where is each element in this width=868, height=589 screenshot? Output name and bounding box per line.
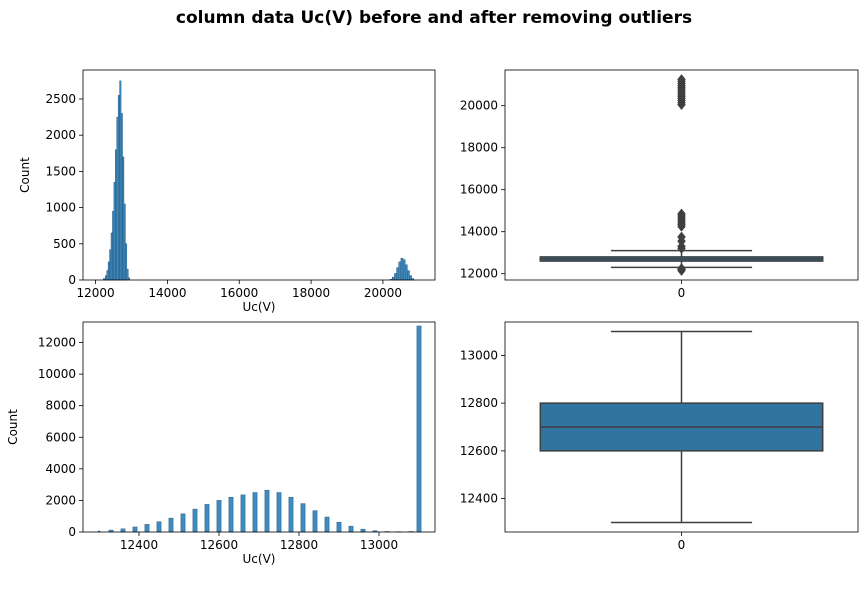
y-tick-label: 1500	[45, 164, 76, 178]
y-tick-label: 2000	[45, 493, 76, 507]
axes-frame	[83, 70, 435, 280]
y-tick-label: 12000	[460, 267, 498, 281]
y-tick-label: 20000	[460, 99, 498, 113]
y-tick-label: 16000	[460, 183, 498, 197]
histogram-bar	[241, 495, 245, 532]
figure-title: column data Uc(V) before and after remov…	[0, 8, 868, 28]
histogram-bar	[205, 504, 209, 532]
x-tick-label: 16000	[220, 286, 258, 300]
y-tick-label: 10000	[38, 367, 76, 381]
axes-frame	[83, 322, 435, 532]
subplot-4	[501, 322, 858, 536]
y-tick-label: 12800	[460, 396, 498, 410]
subplot-2	[501, 70, 858, 284]
subplot-1	[79, 70, 435, 284]
x-tick-label: 20000	[364, 286, 402, 300]
histogram-bar	[417, 326, 421, 532]
y-tick-label: 4000	[45, 462, 76, 476]
y-tick-label: 0	[68, 273, 76, 287]
x-tick-label: 12800	[280, 538, 318, 552]
y-tick-label: 6000	[45, 430, 76, 444]
x-tick-label: 14000	[148, 286, 186, 300]
histogram-bar	[394, 273, 396, 280]
histogram-bar	[403, 260, 405, 280]
histogram-bar	[169, 518, 173, 532]
subplot-3	[79, 322, 435, 536]
histogram-bar	[253, 493, 257, 532]
y-tick-label: 12000	[38, 336, 76, 350]
histogram-bar	[121, 529, 125, 532]
histogram-bar	[397, 268, 399, 280]
y-tick-label: 13000	[460, 348, 498, 362]
y-tick-label: 14000	[460, 225, 498, 239]
histogram-bar	[217, 500, 221, 532]
histogram-bar	[409, 276, 411, 280]
histogram-bar	[361, 529, 365, 532]
histogram-bar	[392, 277, 394, 280]
y-tick-label: 0	[68, 525, 76, 539]
x-axis-label: Uc(V)	[243, 300, 276, 314]
histogram-bar	[337, 522, 341, 532]
x-axis-label: Uc(V)	[243, 552, 276, 566]
x-tick-label: 12600	[200, 538, 238, 552]
y-tick-label: 12600	[460, 444, 498, 458]
histogram-bar	[265, 490, 269, 532]
x-tick-label: 13000	[360, 538, 398, 552]
histogram-bar	[157, 522, 161, 532]
histogram-bar	[349, 526, 353, 532]
x-tick-label: 18000	[292, 286, 330, 300]
histogram-bar	[405, 265, 407, 280]
y-tick-label: 8000	[45, 399, 76, 413]
x-tick-label: 12400	[120, 538, 158, 552]
histogram-bar	[407, 271, 409, 280]
y-tick-label: 2500	[45, 92, 76, 106]
y-tick-label: 1000	[45, 201, 76, 215]
histogram-bar	[399, 262, 401, 280]
histogram-bar	[325, 517, 329, 532]
histogram-bar	[193, 509, 197, 532]
y-axis-label: Count	[6, 409, 20, 445]
histogram-bar	[133, 527, 137, 532]
x-tick-label: 0	[678, 538, 686, 552]
y-axis-label: Count	[18, 157, 32, 193]
histogram-bar	[301, 504, 305, 532]
y-tick-label: 12400	[460, 492, 498, 506]
histogram-bar	[401, 258, 403, 280]
histogram-bar	[145, 524, 149, 532]
histogram-bar	[229, 497, 233, 532]
y-tick-label: 2000	[45, 128, 76, 142]
histogram-bar	[313, 511, 317, 532]
histogram-bar	[289, 497, 293, 532]
y-tick-label: 18000	[460, 141, 498, 155]
y-tick-label: 500	[53, 237, 76, 251]
histogram-bar	[277, 493, 281, 532]
x-tick-label: 12000	[76, 286, 114, 300]
histogram-bar	[181, 514, 185, 532]
x-tick-label: 0	[678, 286, 686, 300]
